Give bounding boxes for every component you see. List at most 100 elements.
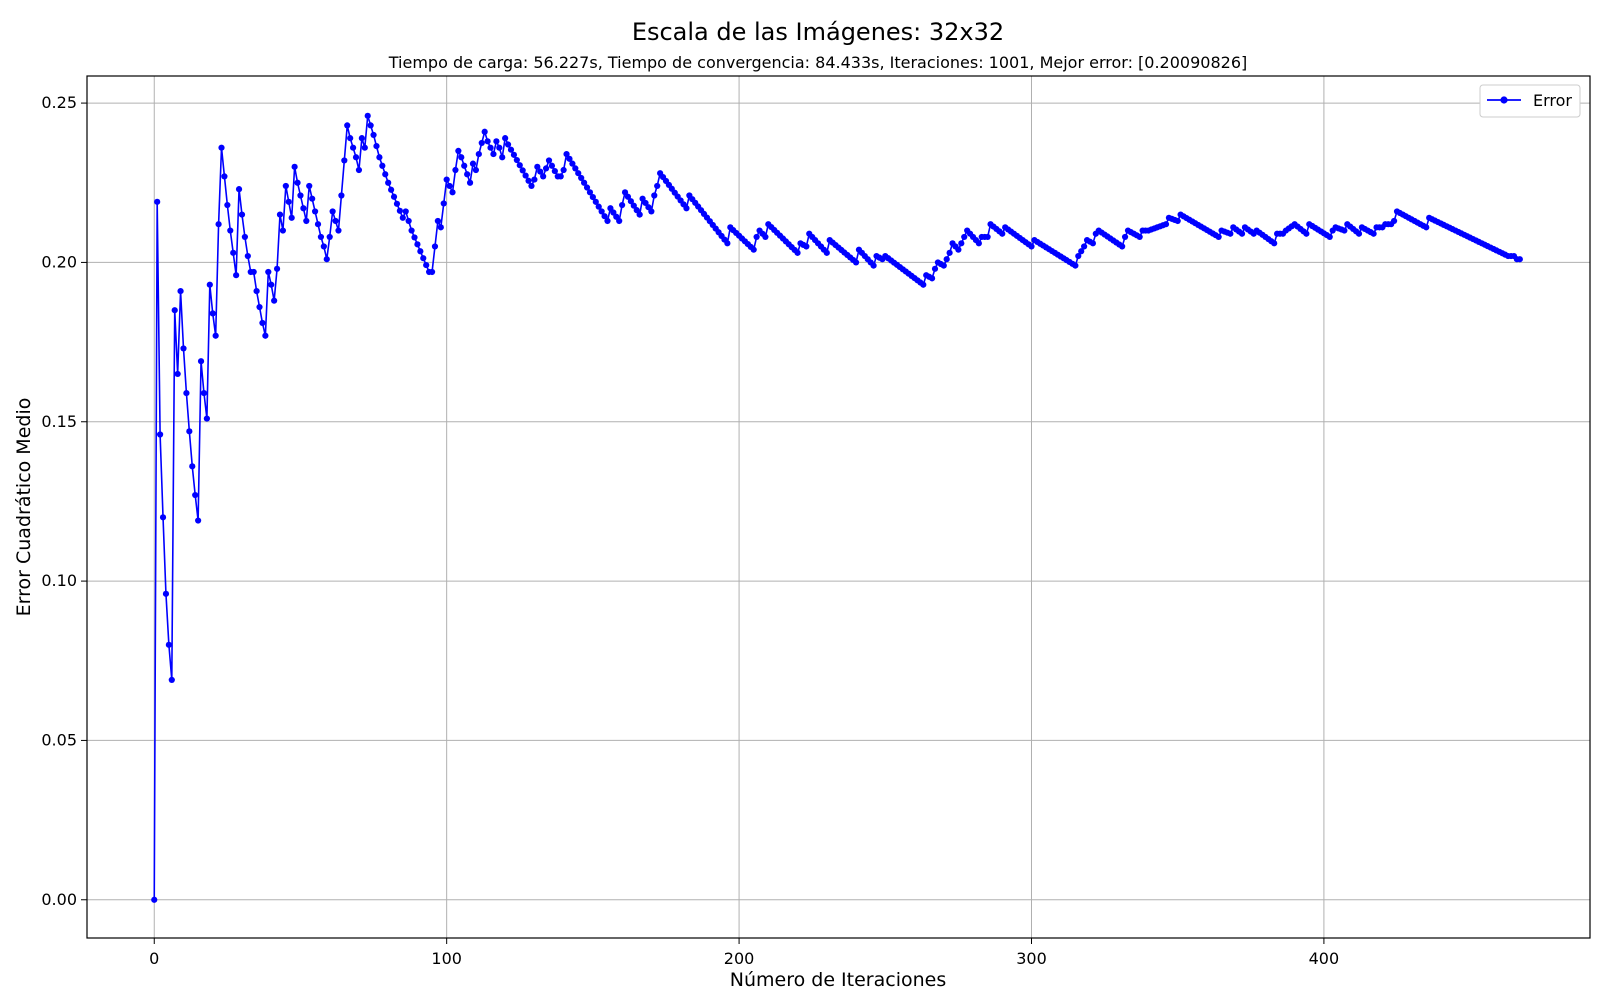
error-point [1119, 243, 1126, 250]
error-point [478, 139, 485, 147]
error-point [522, 172, 529, 179]
error-point [297, 192, 304, 199]
error-point [496, 144, 503, 151]
error-point [595, 203, 602, 210]
error-point [540, 173, 547, 180]
error-point [273, 265, 281, 272]
error-point [224, 201, 231, 209]
legend-marker [1500, 96, 1508, 104]
error-point [338, 192, 345, 199]
axis-ticks: 0 100 200 300 400 0.00 0.05 0.10 0.15 0.20 0.25 [41, 93, 1339, 968]
error-point [507, 146, 515, 153]
error-point [1075, 252, 1082, 260]
error-point [464, 171, 471, 178]
error-point [411, 234, 418, 241]
y-tick-label: 0.20 [41, 252, 77, 271]
error-point [762, 233, 769, 241]
error-point [1238, 230, 1246, 237]
y-tick-label: 0.10 [41, 571, 77, 590]
error-point [197, 358, 205, 365]
error-point [601, 213, 608, 220]
error-point [437, 224, 444, 231]
error-point [458, 154, 465, 161]
error-point [206, 281, 213, 288]
error-point [724, 240, 731, 247]
error-point [586, 189, 594, 196]
error-point [350, 144, 357, 151]
error-point [984, 233, 991, 241]
error-point [1174, 217, 1181, 225]
error-point [215, 221, 222, 228]
error-point [259, 319, 266, 327]
y-tick-label: 0.00 [41, 890, 77, 909]
error-point [195, 517, 202, 524]
error-point [1271, 240, 1278, 247]
error-point [355, 166, 363, 174]
error-point [253, 288, 260, 295]
error-point [648, 208, 655, 215]
error-point [335, 227, 342, 234]
error-point [434, 217, 441, 225]
error-point [291, 163, 298, 170]
error-point [624, 193, 632, 200]
error-point [1028, 243, 1035, 250]
error-point [545, 157, 553, 164]
error-point [262, 332, 269, 339]
error-point [455, 147, 462, 154]
error-point [852, 259, 860, 266]
error-point [367, 122, 374, 129]
error-point [341, 157, 348, 164]
error-point [189, 463, 196, 470]
error-point [443, 176, 450, 183]
grid [87, 76, 1590, 938]
error-point [165, 641, 172, 648]
error-point [1370, 230, 1377, 237]
error-point [364, 112, 371, 119]
error-point [999, 230, 1006, 237]
x-tick-label: 0 [149, 949, 159, 968]
error-point [309, 195, 316, 202]
error-point [1089, 240, 1096, 247]
x-tick-label: 100 [431, 949, 462, 968]
error-point [654, 182, 661, 190]
error-point [320, 243, 327, 250]
error-point [230, 249, 237, 256]
error-point [265, 268, 272, 276]
error-point [870, 262, 877, 269]
error-point [616, 217, 623, 225]
error-point [1227, 230, 1234, 237]
error-point [396, 207, 403, 214]
error-point [177, 288, 184, 295]
chart-subtitle: Tiempo de carga: 56.227s, Tiempo de conv… [388, 53, 1247, 72]
error-point [569, 160, 576, 167]
error-point [180, 345, 187, 352]
error-point [1121, 233, 1129, 241]
error-point [481, 128, 488, 135]
error-point [955, 246, 962, 253]
error-point [560, 166, 567, 174]
error-point [279, 227, 287, 234]
error-point [633, 207, 640, 214]
error-point [352, 154, 360, 161]
error-point [502, 135, 509, 142]
error-point [162, 590, 170, 597]
error-point [803, 243, 810, 250]
error-point [314, 221, 322, 228]
error-point [931, 265, 939, 272]
error-point [317, 233, 325, 241]
error-point [241, 233, 248, 241]
error-point [592, 198, 599, 205]
x-tick-label: 300 [1016, 949, 1047, 968]
error-point [493, 138, 500, 145]
error-point [604, 217, 611, 225]
error-point [1423, 224, 1430, 231]
error-point [525, 177, 532, 184]
error-point [651, 192, 658, 199]
error-point [388, 186, 395, 193]
error-point [285, 198, 292, 205]
error-point [300, 205, 307, 212]
error-point [1355, 230, 1363, 237]
error-point [578, 174, 585, 182]
error-point [619, 201, 626, 209]
error-point [528, 182, 535, 190]
